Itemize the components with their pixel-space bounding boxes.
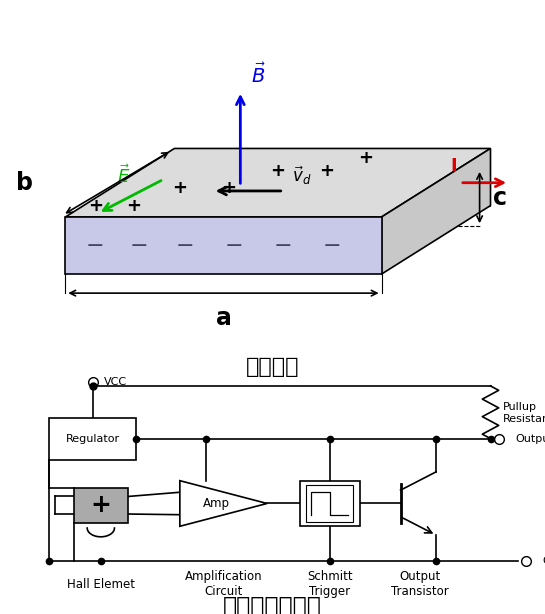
Text: c: c — [493, 185, 507, 209]
Text: Amp: Amp — [203, 497, 230, 510]
Text: −: − — [176, 236, 195, 255]
FancyBboxPatch shape — [49, 418, 136, 460]
Text: 霍尔效应: 霍尔效应 — [246, 357, 299, 378]
Text: +: + — [172, 179, 187, 198]
Text: Output
Transistor: Output Transistor — [391, 570, 449, 598]
Text: Amplification
Circuit: Amplification Circuit — [185, 570, 262, 598]
FancyBboxPatch shape — [300, 481, 360, 526]
FancyBboxPatch shape — [306, 485, 353, 522]
Text: +: + — [358, 149, 373, 167]
Text: Schmitt
Trigger: Schmitt Trigger — [307, 570, 353, 598]
Text: Output: Output — [515, 433, 545, 443]
Text: Pullup: Pullup — [502, 402, 536, 412]
Text: +: + — [88, 196, 103, 214]
Polygon shape — [65, 149, 490, 217]
Text: VCC: VCC — [104, 378, 126, 387]
Polygon shape — [180, 481, 267, 526]
Text: −: − — [225, 236, 244, 255]
Text: b: b — [16, 171, 33, 195]
Text: $\vec{E}$: $\vec{E}$ — [118, 164, 131, 187]
Text: +: + — [90, 493, 111, 517]
Text: +: + — [221, 179, 237, 198]
Text: a: a — [215, 306, 232, 330]
Text: +: + — [270, 162, 286, 181]
Text: −: − — [274, 236, 293, 255]
Text: 内部结构示意图: 内部结构示意图 — [223, 595, 322, 614]
FancyBboxPatch shape — [74, 488, 128, 523]
Text: Hall Elemet: Hall Elemet — [67, 578, 135, 591]
Polygon shape — [65, 217, 381, 274]
Text: $\vec{B}$: $\vec{B}$ — [251, 63, 267, 87]
Text: Regulator: Regulator — [65, 433, 120, 443]
Text: −: − — [323, 236, 342, 255]
Text: +: + — [126, 196, 141, 214]
Text: $\mathbf{I}$: $\mathbf{I}$ — [450, 157, 457, 175]
Text: −: − — [86, 236, 105, 255]
Text: Resistance: Resistance — [502, 414, 545, 424]
Text: $\vec{v}_d$: $\vec{v}_d$ — [292, 165, 311, 187]
Text: +: + — [319, 162, 335, 181]
Text: GND: GND — [542, 556, 545, 566]
Polygon shape — [382, 149, 491, 274]
Text: −: − — [130, 236, 148, 255]
